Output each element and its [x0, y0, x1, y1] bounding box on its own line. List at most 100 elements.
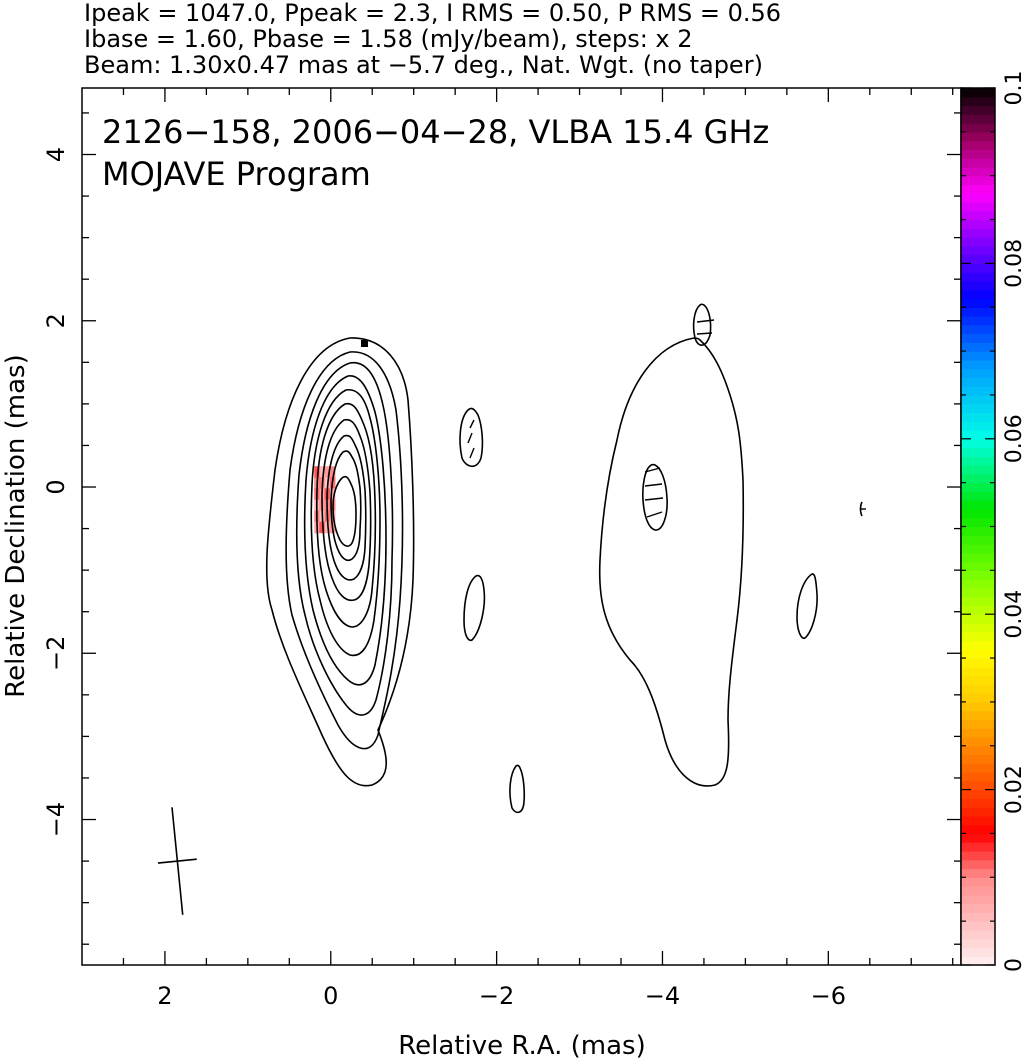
colorbar-segment	[961, 763, 995, 773]
colorbar-segment	[961, 184, 995, 194]
colorbar-segment	[961, 237, 995, 247]
colorbar-segment	[961, 394, 995, 405]
blob-contour-4	[642, 463, 668, 531]
colorbar-segment	[961, 912, 995, 922]
x-tick-label: −6	[811, 982, 846, 1010]
colorbar-segment	[961, 596, 995, 607]
colorbar-tick-label: 0	[1002, 958, 1022, 972]
colorbar: 0 0.02 0.04 0.06 0.08 0.1	[960, 71, 1022, 972]
colorbar-segment	[961, 552, 995, 563]
colorbar-segment	[961, 666, 995, 677]
colorbar-segment	[961, 202, 995, 212]
core-contour-2	[285, 351, 404, 750]
colorbar-segment	[961, 123, 995, 133]
colorbar-segment	[961, 228, 995, 238]
core-contour-5	[310, 389, 381, 657]
colorbar-segment	[961, 859, 995, 870]
blob-contour-7	[859, 501, 863, 517]
jet-component-contour	[598, 337, 745, 787]
colorbar-segment	[961, 289, 995, 300]
colorbar-segment	[961, 798, 995, 808]
pol-pixel	[314, 466, 320, 478]
colorbar-segment	[961, 473, 995, 484]
x-tick-label: 0	[323, 982, 338, 1010]
colorbar-segment	[961, 736, 995, 747]
colorbar-segment	[961, 491, 995, 501]
core-contour-3	[295, 362, 394, 716]
colorbar-segment	[961, 772, 995, 782]
colorbar-segment	[961, 631, 995, 642]
colorbar-segment	[961, 754, 995, 764]
colorbar-segment	[961, 193, 995, 203]
core-contour-10	[332, 475, 357, 547]
pol-pixel	[329, 466, 336, 478]
colorbar-segment	[961, 693, 995, 703]
y-tick-label: 2	[42, 313, 70, 328]
colorbar-segment	[961, 465, 995, 475]
colorbar-segment	[961, 535, 995, 545]
colorbar-segment	[961, 929, 995, 940]
colorbar-segment	[961, 263, 995, 273]
colorbar-segment	[961, 342, 995, 352]
pol-pixel	[329, 488, 336, 500]
x-axis-label: Relative R.A. (mas)	[398, 1031, 645, 1061]
core-contour-4	[303, 375, 387, 686]
colorbar-segment	[961, 824, 995, 835]
colorbar-segment	[961, 815, 995, 826]
colorbar-segment	[961, 605, 995, 615]
colorbar-segment	[961, 658, 995, 668]
colorbar-segment	[961, 903, 995, 913]
colorbar-tick-label: 0.08	[1002, 239, 1022, 288]
colorbar-segment	[961, 526, 995, 536]
colorbar-segment	[961, 158, 995, 168]
x-tick-label: −2	[479, 982, 514, 1010]
colorbar-segment	[961, 579, 995, 589]
core-contour-outer	[265, 337, 415, 787]
colorbar-tick-label: 0.1	[1002, 71, 1022, 106]
x-tick-label: 2	[157, 982, 172, 1010]
peak-marker	[361, 340, 368, 347]
core-contour-8	[326, 434, 367, 581]
colorbar-segment	[961, 614, 995, 624]
colorbar-segment	[961, 570, 995, 580]
colorbar-segment	[961, 333, 995, 343]
colorbar-segment	[961, 508, 995, 519]
colorbar-segment	[961, 298, 995, 308]
colorbar-segment	[961, 544, 995, 554]
pol-pixel	[324, 466, 331, 478]
colorbar-segment	[961, 728, 995, 738]
colorbar-segment	[961, 807, 995, 817]
colorbar-segment	[961, 956, 995, 966]
colorbar-segment	[961, 438, 995, 449]
colorbar-segment	[961, 947, 995, 957]
colorbar-segment	[961, 938, 995, 949]
axes: 2 0 −2 −4 −6 4 2 0 −2 −4	[42, 87, 962, 1010]
colorbar-segment	[961, 684, 995, 694]
colorbar-segment	[961, 701, 995, 712]
colorbar-segment	[961, 421, 995, 431]
colorbar-segment	[961, 96, 995, 107]
colorbar-segment	[961, 640, 995, 650]
blob-contour-2	[463, 574, 486, 642]
y-tick-label: −4	[42, 802, 70, 837]
colorbar-segment	[961, 280, 995, 291]
colorbar-segment	[961, 842, 995, 852]
colorbar-segment	[961, 587, 995, 598]
colorbar-segment	[961, 894, 995, 905]
colorbar-segment	[961, 561, 995, 571]
colorbar-segment	[961, 351, 995, 361]
colorbar-segment	[961, 368, 995, 379]
colorbar-segment	[961, 386, 995, 396]
colorbar-segment	[961, 359, 995, 370]
plot-frame	[81, 87, 962, 966]
core-contour-9	[330, 450, 362, 562]
chart-title: 2126−158, 2006−04−28, VLBA 15.4 GHz	[102, 113, 769, 151]
colorbar-segment	[961, 868, 995, 878]
colorbar-segment	[961, 877, 995, 887]
colorbar-segment	[961, 649, 995, 659]
colorbar-segment	[961, 886, 995, 896]
colorbar-segment	[961, 88, 995, 98]
colorbar-segment	[961, 377, 995, 387]
header-line-2: Ibase = 1.60, Pbase = 1.58 (mJy/beam), s…	[84, 25, 693, 53]
